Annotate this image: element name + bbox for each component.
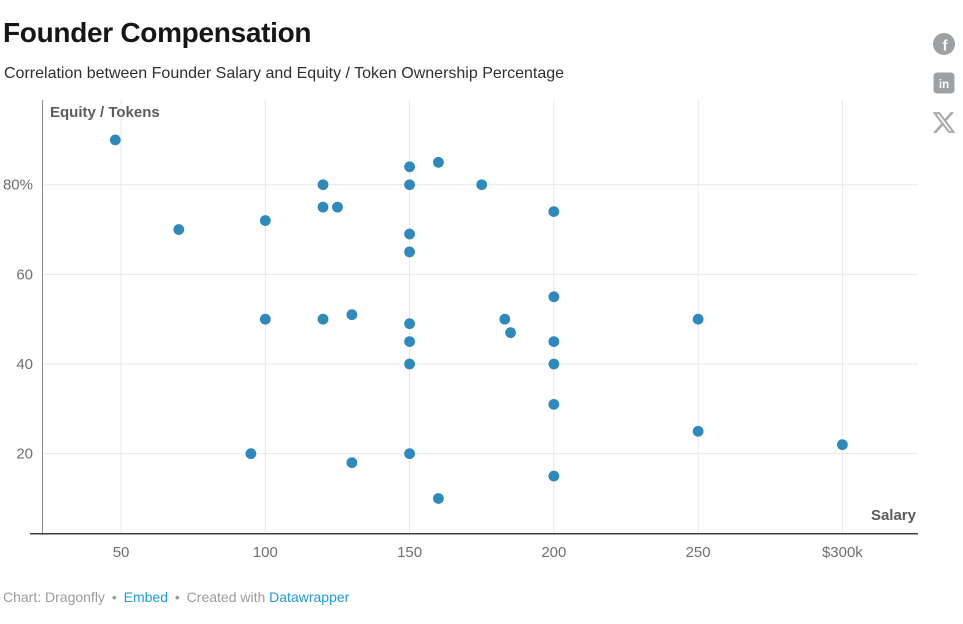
linkedin-share-button[interactable]: in [932,71,956,95]
datawrapper-link[interactable]: Datawrapper [269,589,350,605]
scatter-point[interactable] [404,179,415,191]
x-tick-label: 100 [253,544,278,561]
x-tick-label: 250 [686,544,711,561]
scatter-point[interactable] [433,156,444,168]
x-tick-label: $300k [822,544,863,561]
facebook-share-button[interactable]: f [932,32,956,56]
scatter-point[interactable] [505,327,516,339]
scatter-point[interactable] [404,358,415,370]
x-axis-title: Salary [870,507,916,524]
page-title: Founder Compensation [3,17,312,48]
scatter-point[interactable] [259,215,271,226]
scatter-point[interactable] [433,493,444,504]
scatter-point[interactable] [259,313,271,325]
x-tick-label: 50 [113,544,130,561]
scatter-point[interactable] [692,425,704,437]
scatter-point[interactable] [346,309,358,321]
scatter-point[interactable] [836,439,848,451]
y-tick-label: 40 [16,356,33,373]
scatter-point[interactable] [245,448,257,460]
created-with-text: Created with [186,589,266,605]
scatter-point[interactable] [499,313,511,325]
scatter-point[interactable] [548,398,560,410]
footer-separator: • [111,589,117,605]
attribution-text: Chart: Dragonfly [3,589,105,605]
linkedin-icon: in [933,72,955,94]
scatter-point[interactable] [548,358,560,370]
scatter-point[interactable] [317,313,329,325]
scatter-point[interactable] [317,179,329,191]
scatter-point[interactable] [476,179,488,191]
x-tick-label: 150 [397,544,422,561]
scatter-point[interactable] [404,336,415,348]
scatter-point[interactable] [346,457,358,469]
facebook-icon: f [933,33,955,55]
scatter-point[interactable] [404,448,415,460]
scatter-point[interactable] [404,161,415,173]
scatter-point[interactable] [404,228,415,240]
y-axis-title: Equity / Tokens [50,104,160,121]
scatter-point[interactable] [548,336,560,348]
scatter-point[interactable] [404,318,415,330]
x-tick-label: 200 [541,544,566,561]
scatter-point[interactable] [548,206,560,218]
scatter-point[interactable] [548,470,560,482]
embed-link[interactable]: Embed [123,589,168,605]
svg-text:in: in [939,79,949,91]
share-toolbar: f in [931,32,957,134]
chart-footer: Chart: Dragonfly • Embed • Created with … [3,589,349,605]
svg-text:f: f [943,38,949,55]
scatter-point[interactable] [548,291,560,303]
y-tick-label: 60 [16,266,33,283]
scatter-point[interactable] [404,246,415,258]
footer-separator: • [174,589,180,605]
scatter-point[interactable] [173,224,185,235]
x-share-button[interactable] [932,110,956,134]
scatter-point[interactable] [317,201,329,213]
y-tick-label: 80% [3,177,33,194]
x-twitter-icon [932,111,956,133]
chart-subtitle: Correlation between Founder Salary and E… [4,65,565,82]
y-tick-label: 20 [16,446,33,463]
scatter-point[interactable] [692,313,704,325]
scatter-point[interactable] [109,134,121,146]
scatter-point[interactable] [332,201,343,213]
